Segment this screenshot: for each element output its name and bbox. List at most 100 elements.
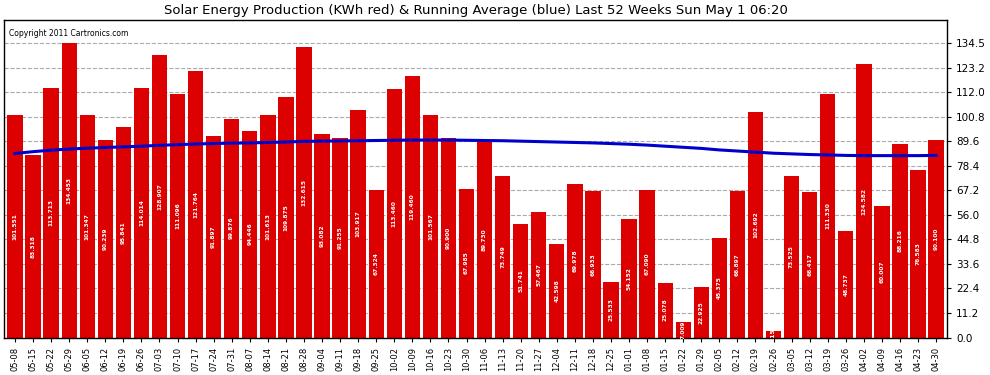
Text: 67.090: 67.090: [644, 253, 649, 275]
Text: 109.875: 109.875: [283, 204, 288, 231]
Bar: [585, 191, 601, 338]
Bar: [170, 94, 185, 338]
Bar: [874, 206, 890, 338]
Bar: [278, 97, 294, 338]
Text: 101.613: 101.613: [265, 213, 270, 240]
Text: 73.525: 73.525: [789, 246, 794, 268]
Text: 101.347: 101.347: [85, 213, 90, 240]
Text: 54.152: 54.152: [627, 267, 632, 290]
Text: 73.749: 73.749: [500, 245, 505, 268]
Text: 57.467: 57.467: [537, 263, 542, 286]
Bar: [730, 191, 745, 338]
Bar: [929, 140, 943, 338]
Bar: [151, 55, 167, 338]
Bar: [657, 283, 673, 338]
Bar: [405, 76, 420, 338]
Bar: [441, 138, 456, 338]
Bar: [892, 144, 908, 338]
Text: 90.239: 90.239: [103, 227, 108, 250]
Bar: [856, 64, 871, 338]
Text: 99.876: 99.876: [230, 217, 235, 239]
Bar: [79, 116, 95, 338]
Bar: [333, 138, 347, 338]
Bar: [712, 238, 727, 338]
Bar: [134, 88, 149, 338]
Bar: [387, 89, 402, 338]
Text: 103.917: 103.917: [355, 210, 360, 237]
Text: 93.082: 93.082: [320, 224, 325, 247]
Bar: [784, 176, 799, 338]
Bar: [911, 170, 926, 338]
Text: 69.978: 69.978: [572, 249, 577, 272]
Bar: [477, 141, 492, 338]
Text: 25.078: 25.078: [662, 299, 667, 321]
Bar: [531, 211, 546, 338]
Bar: [603, 282, 619, 338]
Bar: [495, 176, 510, 338]
Bar: [26, 155, 41, 338]
Bar: [44, 88, 58, 338]
Bar: [423, 115, 438, 338]
Bar: [766, 331, 781, 338]
Text: 51.741: 51.741: [518, 269, 523, 292]
Title: Solar Energy Production (KWh red) & Running Average (blue) Last 52 Weeks Sun May: Solar Energy Production (KWh red) & Runn…: [163, 4, 787, 17]
Text: 113.713: 113.713: [49, 200, 53, 226]
Bar: [224, 118, 240, 338]
Bar: [206, 136, 222, 338]
Text: 119.460: 119.460: [410, 193, 415, 220]
Bar: [350, 110, 366, 338]
Bar: [98, 140, 113, 338]
Text: 111.330: 111.330: [826, 202, 831, 229]
Bar: [567, 184, 582, 338]
Bar: [116, 128, 131, 338]
Bar: [839, 231, 853, 338]
Bar: [458, 189, 474, 338]
Bar: [296, 47, 312, 338]
Text: 134.453: 134.453: [66, 177, 71, 204]
Text: 91.255: 91.255: [338, 226, 343, 249]
Text: 42.598: 42.598: [554, 279, 559, 302]
Bar: [694, 287, 709, 338]
Text: 114.014: 114.014: [139, 199, 144, 226]
Bar: [747, 112, 763, 338]
Text: 101.567: 101.567: [428, 213, 433, 240]
Bar: [260, 115, 275, 338]
Bar: [188, 70, 203, 338]
Bar: [61, 43, 77, 338]
Text: 90.900: 90.900: [446, 227, 451, 249]
Text: 66.897: 66.897: [735, 253, 740, 276]
Text: 91.897: 91.897: [211, 225, 216, 248]
Text: Copyright 2011 Cartronics.com: Copyright 2011 Cartronics.com: [9, 29, 129, 38]
Text: 124.582: 124.582: [861, 188, 866, 214]
Bar: [549, 244, 564, 338]
Bar: [675, 322, 691, 338]
Text: 121.764: 121.764: [193, 190, 198, 217]
Text: 132.615: 132.615: [302, 179, 307, 206]
Text: 89.730: 89.730: [482, 228, 487, 251]
Bar: [802, 192, 818, 338]
Text: 3.152: 3.152: [771, 325, 776, 344]
Text: 66.417: 66.417: [807, 254, 812, 276]
Bar: [513, 224, 529, 338]
Bar: [7, 115, 23, 338]
Text: 67.985: 67.985: [464, 252, 469, 274]
Bar: [368, 190, 384, 338]
Bar: [640, 190, 654, 338]
Text: 88.216: 88.216: [898, 230, 903, 252]
Text: 7.009: 7.009: [681, 321, 686, 339]
Text: 76.583: 76.583: [916, 242, 921, 265]
Text: 83.318: 83.318: [31, 235, 36, 258]
Text: 101.551: 101.551: [13, 213, 18, 240]
Text: 22.925: 22.925: [699, 301, 704, 324]
Text: 90.100: 90.100: [934, 228, 939, 250]
Text: 111.096: 111.096: [175, 202, 180, 229]
Text: 25.533: 25.533: [609, 298, 614, 321]
Bar: [622, 219, 637, 338]
Text: 48.737: 48.737: [843, 273, 848, 296]
Text: 67.324: 67.324: [373, 252, 379, 275]
Text: 66.933: 66.933: [590, 253, 595, 276]
Text: 95.841: 95.841: [121, 221, 126, 244]
Text: 113.460: 113.460: [392, 200, 397, 226]
Bar: [243, 130, 257, 338]
Bar: [820, 93, 836, 338]
